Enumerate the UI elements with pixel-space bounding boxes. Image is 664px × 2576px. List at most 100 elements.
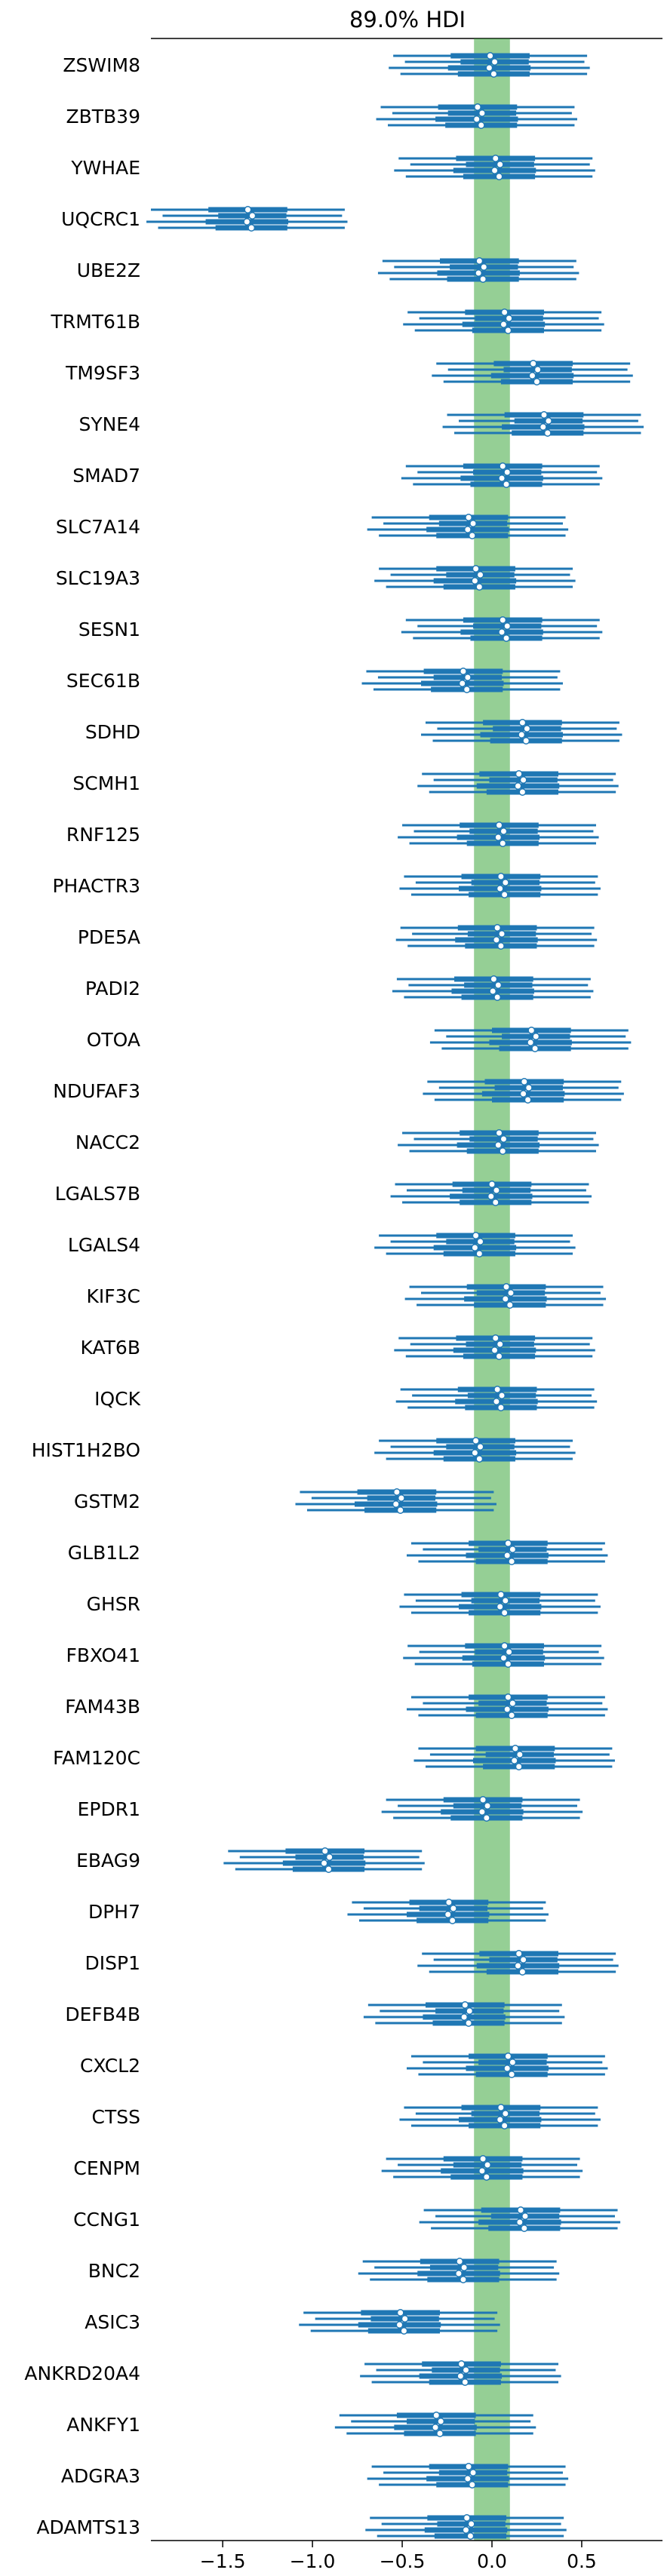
mean-point xyxy=(539,423,547,431)
mean-point xyxy=(461,2001,469,2009)
mean-point xyxy=(500,1654,508,1662)
mean-point xyxy=(463,2475,472,2482)
mean-point xyxy=(478,2167,486,2175)
mean-point xyxy=(527,1039,535,1046)
mean-point xyxy=(496,885,504,892)
gene-row xyxy=(404,1283,607,1309)
gene-label: IQCK xyxy=(94,1388,141,1410)
gene-row xyxy=(417,1950,619,1976)
gene-row xyxy=(399,873,601,898)
mean-point xyxy=(503,468,512,476)
gene-label: CCNG1 xyxy=(73,2209,140,2231)
mean-point xyxy=(467,2520,475,2528)
gene-row xyxy=(367,2463,569,2488)
gene-row xyxy=(376,103,577,129)
mean-point xyxy=(396,1506,404,1514)
mean-point xyxy=(396,2309,404,2317)
mean-point xyxy=(392,1500,400,1508)
gene-row xyxy=(407,2053,608,2078)
gene-row xyxy=(377,257,579,283)
mean-point xyxy=(472,565,480,573)
mean-point xyxy=(486,52,494,60)
mean-point xyxy=(400,2327,408,2335)
mean-point xyxy=(490,70,498,78)
mean-point xyxy=(444,1899,453,1906)
gene-label: CXCL2 xyxy=(80,2055,140,2077)
mean-point xyxy=(498,474,506,482)
gene-row xyxy=(360,2360,561,2386)
mean-point xyxy=(495,1352,503,1360)
mean-point xyxy=(500,321,508,328)
mean-point xyxy=(518,1968,527,1976)
gene-label: DPH7 xyxy=(88,1901,140,1923)
mean-point xyxy=(496,161,504,168)
gene-row xyxy=(394,155,595,180)
mean-point xyxy=(533,366,542,373)
x-tick-label: 0.5 xyxy=(567,2550,597,2572)
gene-label: ADGRA3 xyxy=(61,2465,140,2487)
mean-point xyxy=(514,782,522,790)
gene-row xyxy=(361,668,563,693)
mean-point xyxy=(462,2526,470,2534)
mean-point xyxy=(465,2463,473,2470)
gene-label: FBXO41 xyxy=(66,1644,140,1666)
gene-label: RNF125 xyxy=(66,824,140,846)
mean-point xyxy=(508,1558,516,1565)
mean-point xyxy=(515,1763,523,1770)
gene-label: GLB1L2 xyxy=(68,1542,140,1564)
mean-point xyxy=(519,1956,527,1963)
mean-point xyxy=(490,975,498,983)
mean-point xyxy=(501,2110,509,2117)
mean-point xyxy=(496,2116,504,2123)
mean-point xyxy=(505,315,513,322)
mean-point xyxy=(459,668,467,675)
mean-point xyxy=(458,680,466,687)
mean-point xyxy=(501,1597,509,1604)
mean-point xyxy=(247,224,256,232)
mean-point xyxy=(395,2321,404,2329)
mean-point xyxy=(463,2514,471,2522)
gene-label: ZSWIM8 xyxy=(63,54,140,76)
gene-row xyxy=(392,975,594,1001)
mean-point xyxy=(325,1853,334,1861)
mean-point xyxy=(503,481,510,488)
mean-point xyxy=(520,1078,528,1085)
x-tick-label: −1.0 xyxy=(290,2550,336,2572)
mean-point xyxy=(492,936,500,944)
mean-point xyxy=(472,1437,480,1445)
mean-point xyxy=(493,1386,502,1393)
mean-point xyxy=(490,58,499,66)
gene-label: HIST1H2BO xyxy=(32,1439,140,1461)
mean-point xyxy=(508,2071,516,2078)
gene-row xyxy=(413,1745,615,1770)
mean-point xyxy=(507,1289,515,1297)
mean-point xyxy=(321,1847,329,1855)
mean-point xyxy=(529,360,537,367)
mean-point xyxy=(432,2412,441,2419)
mean-point xyxy=(490,167,499,174)
mean-point xyxy=(511,1745,519,1752)
mean-point xyxy=(476,571,484,579)
mean-point xyxy=(456,2372,465,2380)
gene-row xyxy=(401,462,603,488)
mean-point xyxy=(519,776,527,784)
gene-label: PADI2 xyxy=(85,978,140,999)
gene-row xyxy=(146,206,348,232)
gene-row xyxy=(399,2104,601,2129)
mean-point xyxy=(436,2430,444,2437)
mean-point xyxy=(496,1591,505,1598)
gene-label: FAM120C xyxy=(53,1747,140,1769)
gene-label: SMAD7 xyxy=(72,465,140,487)
gene-row xyxy=(401,616,603,642)
gene-row xyxy=(295,1488,496,1514)
gene-label: ADAMTS13 xyxy=(36,2516,140,2538)
mean-point xyxy=(465,514,473,521)
mean-point xyxy=(478,1808,486,1816)
gene-row xyxy=(407,1540,608,1565)
chart-title: 89.0% HDI xyxy=(349,7,466,32)
gene-row xyxy=(403,1642,604,1668)
mean-point xyxy=(496,942,505,950)
mean-point xyxy=(244,206,252,213)
gene-label: TRMT61B xyxy=(51,311,140,333)
